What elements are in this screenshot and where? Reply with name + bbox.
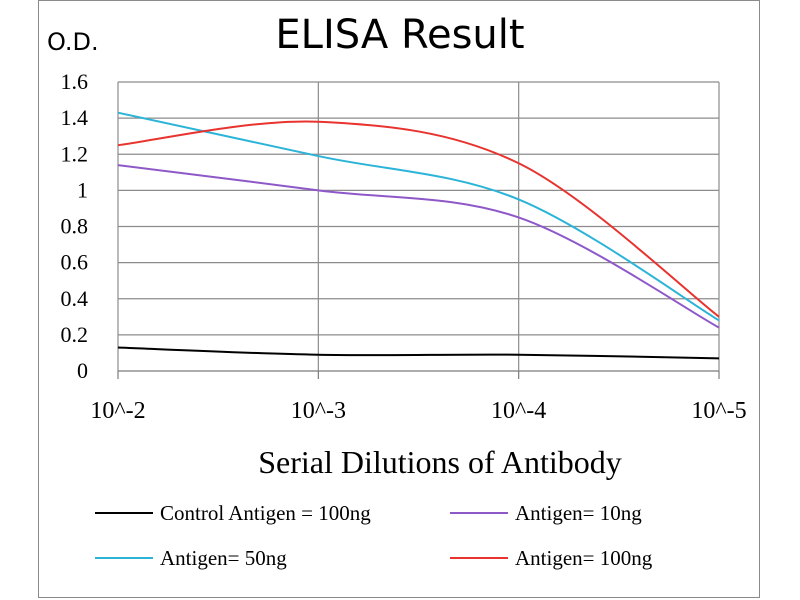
- chart-title: ELISA Result: [275, 12, 524, 58]
- y-tick-label: 1.4: [61, 105, 89, 130]
- legend-label: Antigen= 100ng: [515, 546, 653, 570]
- y-tick-label: 0.2: [61, 322, 89, 347]
- y-axis-label: O.D.: [47, 28, 99, 56]
- y-tick-label: 0: [77, 358, 88, 383]
- series-lines: [117, 111, 720, 360]
- series-line-2: [117, 164, 720, 329]
- legend-label: Antigen= 50ng: [160, 546, 287, 570]
- legend-label: Control Antigen = 100ng: [160, 501, 371, 525]
- x-tick-label: 10^-3: [291, 398, 346, 424]
- series-line-3: [117, 111, 720, 322]
- x-tick-label: 10^-5: [691, 398, 746, 424]
- y-tick-label: 0.4: [61, 286, 89, 311]
- legend: Control Antigen = 100ng Antigen= 10ng Anti…: [95, 501, 653, 570]
- x-tick-labels: 10^-2 10^-3 10^-4 10^-5: [90, 398, 746, 424]
- y-tick-label: 0.8: [61, 214, 89, 239]
- legend-label: Antigen= 10ng: [515, 501, 642, 525]
- y-tick-label: 1.2: [61, 141, 89, 166]
- grid: [117, 81, 720, 379]
- x-tick-label: 10^-4: [491, 398, 546, 424]
- y-tick-label: 1: [77, 177, 88, 202]
- y-tick-labels: 0 0.2 0.4 0.6 0.8 1 1.2 1.4 1.6: [61, 69, 89, 383]
- x-axis-label: Serial Dilutions of Antibody: [258, 444, 622, 480]
- x-tick-label: 10^-2: [90, 398, 145, 424]
- y-tick-label: 0.6: [61, 250, 89, 275]
- y-tick-label: 1.6: [61, 69, 89, 94]
- series-line-4: [117, 120, 720, 318]
- series-line-1: [117, 346, 720, 360]
